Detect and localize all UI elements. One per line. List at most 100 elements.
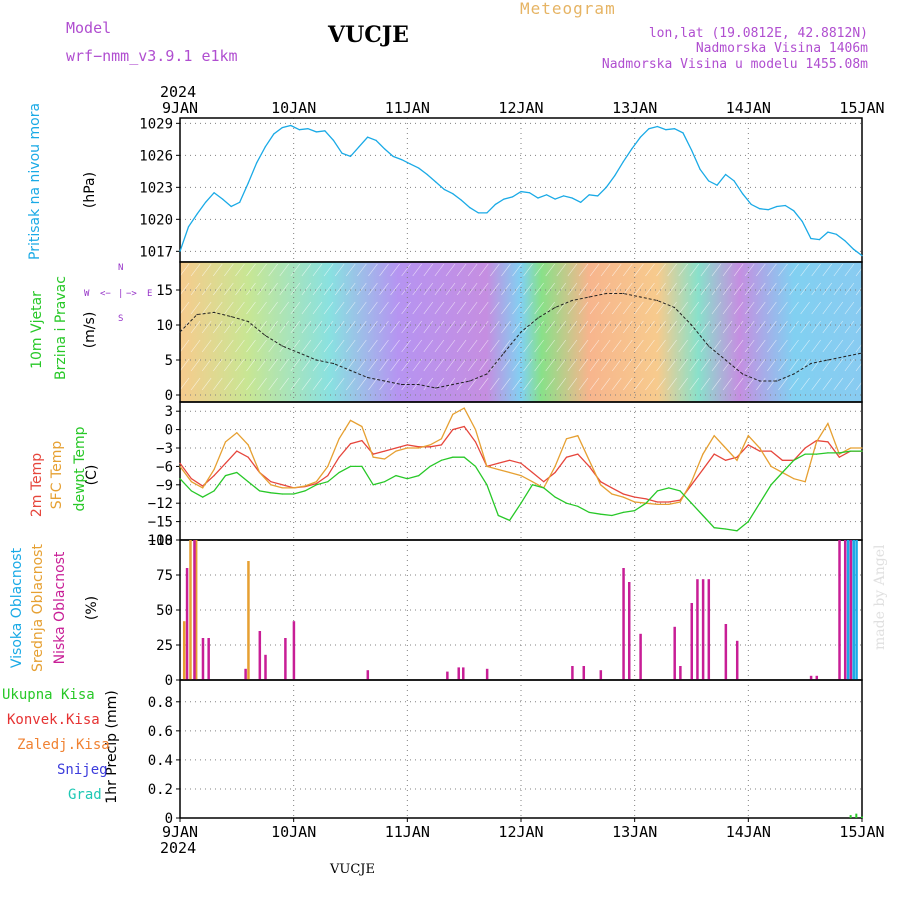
data-point (844, 355, 846, 358)
wind-barb (368, 301, 378, 315)
wind-barb (545, 320, 555, 334)
wind-barb (279, 377, 289, 391)
wind-barb (822, 301, 833, 315)
wind-barb (246, 377, 256, 391)
y-tick-label: −15 (148, 515, 173, 531)
wind-barb (467, 377, 478, 391)
data-point (474, 465, 477, 467)
data-point (827, 231, 829, 233)
wind-barb (589, 377, 600, 391)
data-point (716, 184, 718, 186)
wind-barb (456, 282, 467, 296)
wind-barb (224, 282, 234, 296)
data-point (827, 441, 829, 443)
wind-barb (523, 358, 533, 372)
wind-barb (811, 320, 821, 334)
wind-barb (357, 301, 367, 315)
wind-barb (733, 320, 744, 334)
wind-barb (811, 358, 821, 372)
cloud-axis-unit: (%) (84, 595, 100, 621)
data-point (293, 487, 295, 489)
data-point (418, 447, 420, 449)
data-point (511, 196, 514, 198)
wind-barb (833, 301, 844, 315)
y-tick-label: 75 (156, 568, 173, 584)
wind-dir-w: W (84, 289, 90, 299)
bar-niska-oblacnost (571, 666, 574, 680)
wind-barb (190, 377, 201, 391)
data-point (426, 173, 428, 176)
data-point (401, 383, 403, 386)
data-point (537, 197, 539, 199)
y-tick-label: 3 (165, 404, 173, 420)
data-point (543, 487, 545, 489)
data-point (520, 462, 522, 464)
wind-barb (201, 358, 212, 372)
data-point (179, 478, 181, 480)
data-point (281, 493, 283, 495)
wind-barb (279, 282, 289, 296)
data-point (827, 422, 829, 425)
data-point (815, 441, 818, 443)
data-point (349, 369, 352, 372)
data-point (372, 456, 374, 458)
data-point (713, 453, 715, 455)
bar-niska-oblacnost (244, 668, 247, 680)
wind-barb (312, 282, 323, 296)
data-point (543, 481, 545, 483)
wind-barb (611, 282, 622, 296)
data-point (497, 514, 499, 517)
wind-barb (600, 358, 611, 372)
wind-barb (213, 358, 223, 372)
data-point (259, 471, 261, 474)
wind-barb (844, 301, 855, 315)
bar-niska-oblacnost (627, 582, 631, 680)
data-point (747, 435, 749, 437)
wind-barb (334, 320, 345, 334)
wind-barb (434, 263, 445, 277)
y-tick-label: 1020 (139, 212, 173, 228)
wind-barb (201, 377, 212, 391)
y-tick-label: 5 (165, 353, 173, 369)
data-point (861, 450, 863, 452)
data-point (418, 446, 420, 448)
model-label: Model (66, 19, 112, 37)
data-point (196, 313, 198, 316)
wind-barb (811, 377, 821, 391)
wind-barb (767, 263, 777, 277)
data-point (358, 146, 360, 148)
wind-barb (722, 377, 733, 391)
data-point (725, 447, 727, 449)
wind-barb (778, 282, 788, 296)
data-point (520, 331, 522, 333)
data-point (622, 292, 624, 295)
bar-niska-oblacnost (724, 624, 728, 680)
wind-barb (456, 377, 467, 391)
data-point (315, 481, 317, 483)
wind-barb (312, 339, 323, 353)
legend-rain-frozen: Zaledj.Kisa (17, 737, 110, 753)
data-point (804, 453, 806, 455)
data-point (429, 444, 431, 446)
wind-barb (290, 358, 301, 372)
wind-barb (833, 282, 844, 296)
data-point (736, 459, 738, 461)
data-point (236, 471, 238, 474)
data-point (435, 181, 437, 183)
wind-barb (268, 358, 278, 372)
bar-niska-oblacnost (639, 633, 642, 680)
wind-barb (512, 282, 522, 296)
wind-barb (722, 320, 733, 334)
data-point (781, 459, 784, 461)
wind-barb (179, 263, 190, 277)
wind-barb (190, 358, 201, 372)
data-point (844, 240, 846, 242)
y-tick-label: −18 (148, 533, 173, 549)
wind-barb (567, 339, 578, 353)
data-point (338, 438, 340, 440)
wind-barb (235, 377, 245, 391)
wind-barb (700, 320, 711, 334)
wind-barb (213, 320, 223, 334)
data-point (656, 503, 659, 505)
wind-barb (722, 358, 733, 372)
